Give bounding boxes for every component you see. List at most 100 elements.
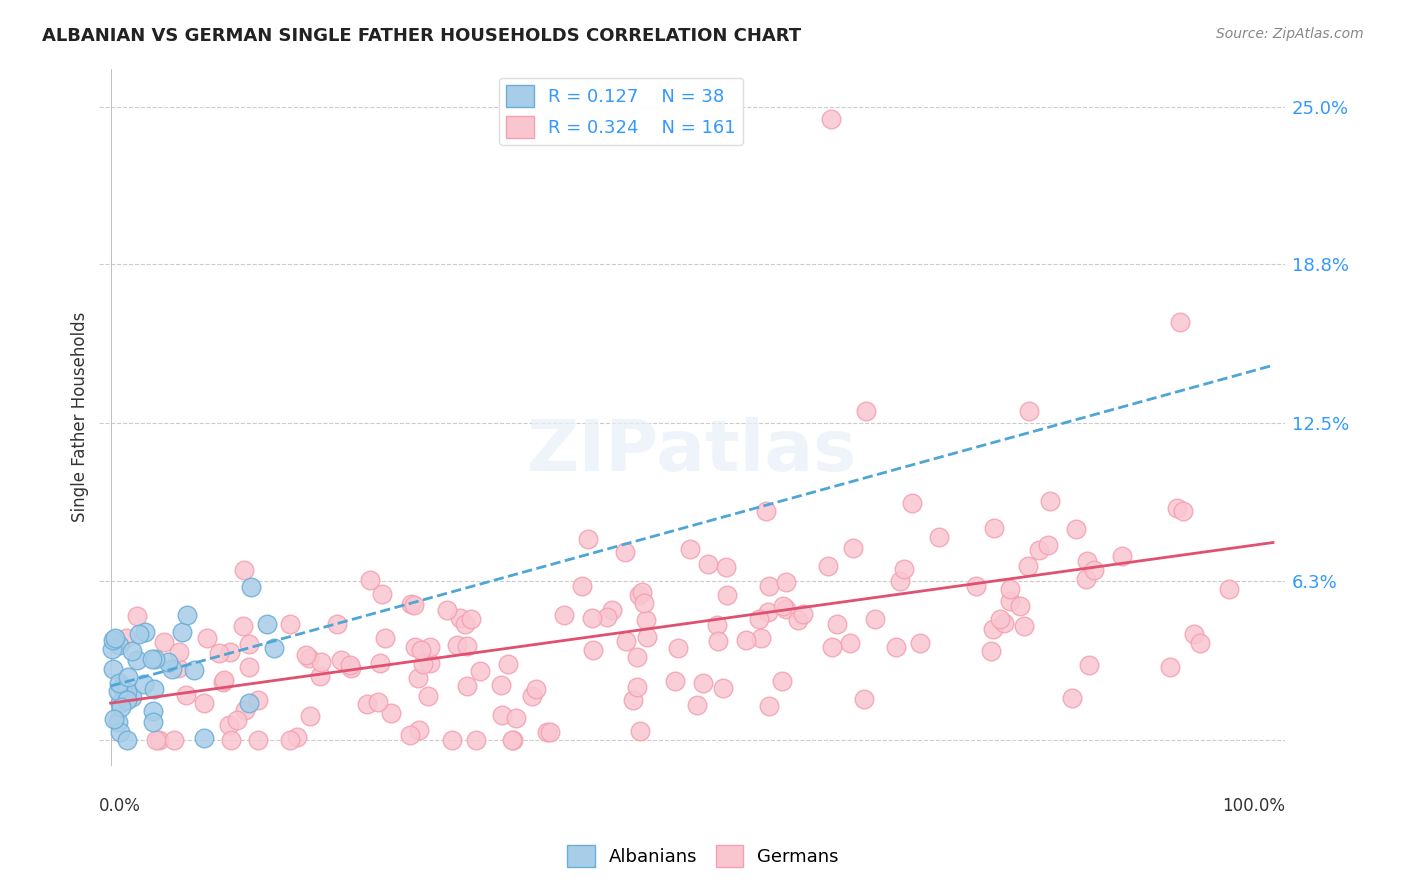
Point (193, 697, 215, 711)
Point (820, 112, 842, 127)
Point (404, 598, 426, 612)
Point (1184, 627, 1206, 641)
Point (110, 700, 132, 714)
Point (1038, 538, 1060, 552)
Point (148, 733, 170, 747)
Point (412, 657, 434, 672)
Point (111, 680, 134, 694)
Point (330, 653, 353, 667)
Point (456, 679, 478, 693)
Point (233, 563, 256, 577)
Point (1000, 594, 1022, 608)
Point (460, 612, 482, 626)
Point (524, 682, 547, 697)
Point (842, 541, 865, 555)
Point (263, 640, 285, 655)
Point (1083, 562, 1105, 576)
Point (893, 562, 915, 576)
Legend: R = 0.127    N = 38, R = 0.324    N = 161: R = 0.127 N = 38, R = 0.324 N = 161 (499, 78, 742, 145)
Point (465, 733, 488, 747)
Point (143, 651, 166, 665)
Point (156, 655, 179, 669)
Point (981, 623, 1004, 637)
Point (285, 730, 308, 744)
Point (889, 574, 911, 589)
Point (716, 588, 738, 602)
Point (502, 733, 524, 747)
Text: 0.0%: 0.0% (98, 797, 141, 815)
Point (219, 733, 242, 747)
Point (980, 644, 1002, 658)
Point (993, 615, 1015, 630)
Point (928, 530, 950, 544)
Point (1111, 549, 1133, 563)
Point (838, 636, 860, 650)
Point (108, 724, 131, 739)
Point (145, 733, 167, 747)
Point (751, 632, 773, 646)
Point (491, 708, 513, 723)
Point (1074, 573, 1097, 587)
Point (748, 612, 770, 626)
Point (134, 677, 156, 691)
Point (496, 657, 519, 672)
Point (633, 596, 655, 610)
Point (142, 714, 165, 729)
Point (419, 640, 441, 654)
Point (167, 644, 190, 658)
Point (141, 651, 163, 665)
Point (505, 711, 527, 725)
Point (664, 673, 686, 688)
Point (399, 597, 422, 611)
Point (501, 733, 523, 747)
Point (821, 640, 844, 654)
Point (406, 671, 429, 685)
Point (863, 612, 886, 626)
Point (621, 692, 644, 706)
Point (121, 644, 143, 658)
Point (965, 579, 987, 593)
Point (380, 706, 402, 721)
Y-axis label: Single Father Households: Single Father Households (72, 312, 89, 523)
Point (340, 660, 363, 674)
Point (176, 607, 198, 622)
Point (631, 585, 654, 599)
Point (233, 703, 256, 717)
Point (100, 641, 122, 656)
Point (706, 618, 728, 632)
Point (679, 541, 702, 556)
Point (714, 560, 737, 574)
Point (536, 725, 558, 739)
Point (409, 643, 432, 657)
Point (1218, 582, 1240, 596)
Point (419, 657, 441, 671)
Point (367, 695, 389, 709)
Point (214, 673, 236, 687)
Point (115, 733, 138, 747)
Point (436, 603, 458, 617)
Point (238, 637, 260, 651)
Point (101, 632, 124, 647)
Point (238, 696, 260, 710)
Text: Source: ZipAtlas.com: Source: ZipAtlas.com (1216, 27, 1364, 41)
Point (117, 685, 139, 699)
Point (370, 587, 392, 601)
Point (1039, 493, 1062, 508)
Point (1066, 522, 1088, 536)
Point (103, 662, 125, 676)
Point (770, 674, 793, 689)
Point (600, 603, 623, 617)
Point (193, 731, 215, 746)
Point (278, 616, 301, 631)
Point (489, 678, 512, 692)
Point (326, 617, 349, 632)
Point (408, 723, 430, 737)
Point (1188, 635, 1211, 649)
Point (107, 683, 129, 698)
Point (1060, 690, 1083, 705)
Point (278, 733, 301, 747)
Point (368, 656, 391, 670)
Point (103, 712, 125, 726)
Point (404, 640, 426, 654)
Point (399, 728, 422, 742)
